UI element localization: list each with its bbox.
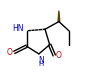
Text: N: N	[38, 56, 44, 65]
Text: O: O	[56, 51, 61, 60]
Text: H: H	[39, 61, 44, 67]
Text: O: O	[7, 48, 13, 57]
Polygon shape	[58, 11, 60, 22]
Text: HN: HN	[12, 24, 24, 33]
